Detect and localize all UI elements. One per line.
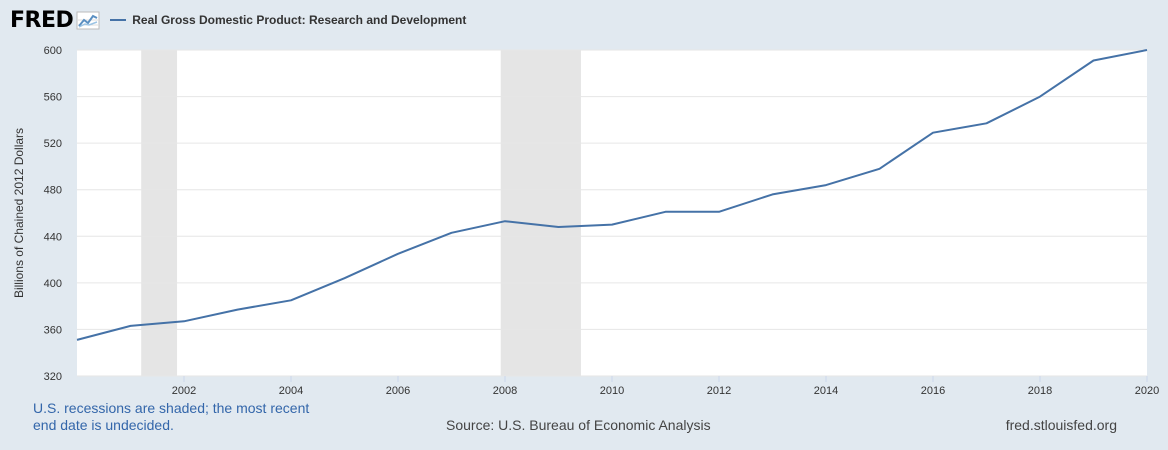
x-tick-label: 2002 bbox=[172, 385, 196, 397]
y-axis-label: Billions of Chained 2012 Dollars bbox=[12, 128, 26, 298]
line-chart-icon bbox=[76, 11, 100, 30]
x-tick-label: 2018 bbox=[1028, 385, 1052, 397]
x-tick-label: 2020 bbox=[1135, 385, 1159, 397]
recession-band bbox=[141, 50, 178, 376]
x-tick-label: 2014 bbox=[814, 385, 838, 397]
plot-area bbox=[77, 50, 1147, 376]
y-tick-label: 600 bbox=[44, 45, 62, 57]
x-tick-label: 2010 bbox=[600, 385, 624, 397]
fred-logo[interactable]: FRED bbox=[10, 8, 100, 33]
x-tick-label: 2006 bbox=[386, 385, 410, 397]
y-tick-label: 400 bbox=[44, 278, 62, 290]
x-tick-label: 2004 bbox=[279, 385, 303, 397]
site-link[interactable]: fred.stlouisfed.org bbox=[1005, 417, 1117, 433]
recession-band bbox=[500, 50, 581, 376]
chart-header: FRED Real Gross Domestic Product: Resear… bbox=[10, 6, 466, 34]
x-tick-label: 2012 bbox=[707, 385, 731, 397]
recession-note-text: U.S. recessions are shaded; the most rec… bbox=[33, 400, 310, 433]
recession-note: U.S. recessions are shaded; the most rec… bbox=[33, 400, 318, 434]
legend: Real Gross Domestic Product: Research an… bbox=[110, 13, 466, 27]
x-tick-label: 2008 bbox=[493, 385, 517, 397]
source-text: Source: U.S. Bureau of Economic Analysis bbox=[446, 417, 711, 433]
y-tick-label: 480 bbox=[44, 185, 62, 197]
series-line bbox=[76, 49, 1148, 341]
legend-label: Real Gross Domestic Product: Research an… bbox=[132, 13, 467, 27]
legend-swatch bbox=[110, 19, 127, 21]
x-tick-label: 2016 bbox=[921, 385, 945, 397]
y-tick-label: 440 bbox=[44, 231, 62, 243]
y-tick-label: 320 bbox=[44, 371, 62, 383]
y-tick-label: 360 bbox=[44, 324, 62, 336]
y-tick-label: 520 bbox=[44, 138, 62, 150]
line-chart: 320 360 400 440 480 520 560 600 2002 2004 2006 2008… bbox=[12, 45, 1159, 397]
logo-text: FRED bbox=[10, 7, 74, 33]
y-tick-label: 560 bbox=[44, 92, 62, 104]
